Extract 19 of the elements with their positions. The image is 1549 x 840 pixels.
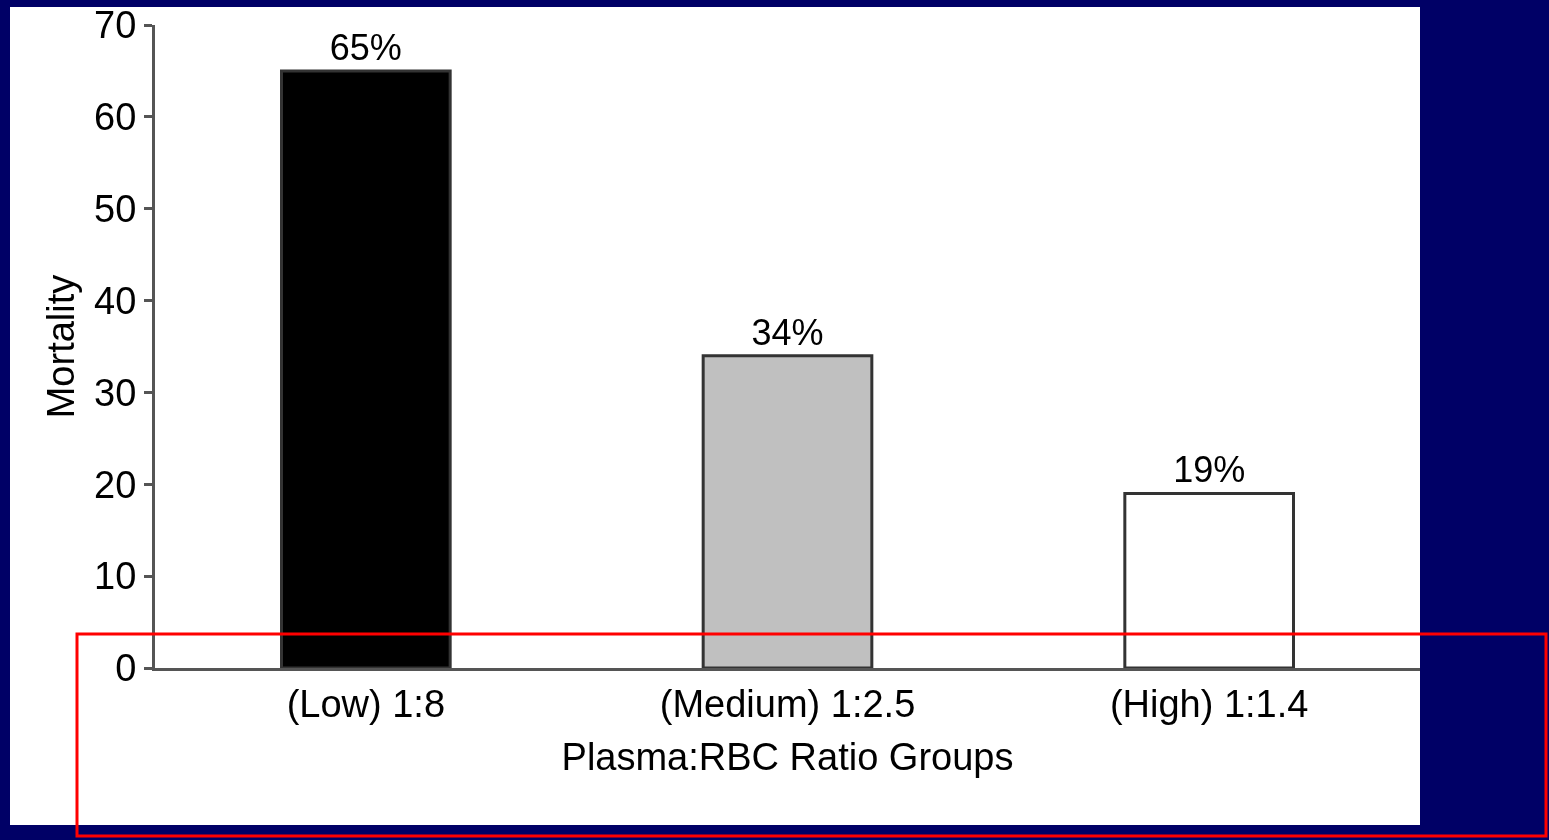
x-tick-label: (Low) 1:8 — [286, 682, 446, 725]
data-label: 34% — [751, 311, 824, 353]
bar — [280, 69, 452, 668]
bar — [1123, 491, 1295, 668]
y-tick-label: 40 — [94, 279, 137, 322]
bar — [701, 354, 874, 668]
data-label: 19% — [1173, 449, 1246, 491]
data-label: 65% — [329, 26, 402, 68]
y-tick-label: 20 — [94, 463, 137, 506]
y-tick-label: 60 — [94, 96, 137, 139]
y-axis-title: Mortality — [40, 274, 83, 419]
y-tick-label: 70 — [94, 4, 137, 47]
x-axis-title: Plasma:RBC Ratio Groups — [561, 735, 1014, 778]
y-tick-label: 50 — [94, 188, 137, 231]
y-tick-label: 0 — [115, 647, 137, 690]
x-tick-label: (High) 1:1.4 — [1109, 682, 1309, 725]
y-tick-label: 30 — [94, 371, 137, 414]
x-tick-label: (Medium) 1:2.5 — [659, 682, 916, 725]
y-tick-label: 10 — [94, 555, 137, 598]
